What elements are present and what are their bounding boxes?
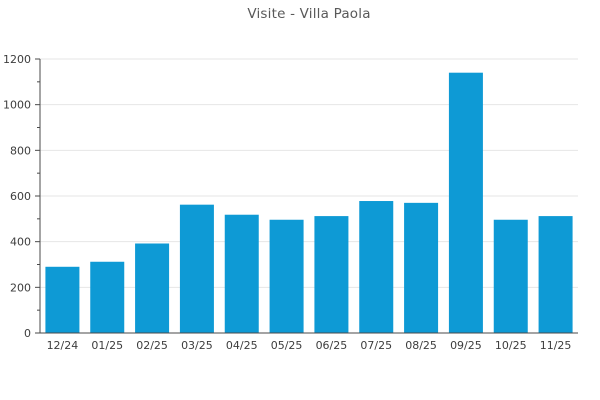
x-tick-label: 01/25 bbox=[91, 339, 123, 352]
y-tick-label: 200 bbox=[10, 281, 31, 294]
x-tick-label: 04/25 bbox=[226, 339, 258, 352]
bar bbox=[90, 261, 125, 333]
y-tick-label: 0 bbox=[24, 327, 31, 340]
bar bbox=[448, 72, 483, 333]
bar bbox=[135, 243, 170, 333]
y-tick-label: 800 bbox=[10, 144, 31, 157]
bar bbox=[314, 216, 349, 333]
y-tick-label: 1000 bbox=[3, 99, 31, 112]
bar bbox=[359, 201, 394, 333]
chart-title: Visite - Villa Paola bbox=[247, 6, 371, 22]
x-tick-label: 05/25 bbox=[271, 339, 303, 352]
x-tick-label: 03/25 bbox=[181, 339, 213, 352]
bar bbox=[538, 216, 573, 333]
x-tick-label: 11/25 bbox=[540, 339, 572, 352]
bar bbox=[179, 204, 214, 333]
x-tick-label: 10/25 bbox=[495, 339, 527, 352]
x-tick-label: 12/24 bbox=[47, 339, 79, 352]
x-tick-label: 07/25 bbox=[360, 339, 392, 352]
y-tick-label: 600 bbox=[10, 190, 31, 203]
bar bbox=[404, 202, 439, 333]
y-tick-label: 1200 bbox=[3, 53, 31, 66]
bar bbox=[45, 266, 80, 333]
x-tick-label: 09/25 bbox=[450, 339, 482, 352]
y-tick-label: 400 bbox=[10, 236, 31, 249]
bar bbox=[224, 214, 259, 333]
bar bbox=[269, 219, 304, 333]
x-tick-label: 02/25 bbox=[136, 339, 168, 352]
x-tick-label: 08/25 bbox=[405, 339, 437, 352]
x-tick-label: 06/25 bbox=[316, 339, 348, 352]
bar bbox=[493, 219, 528, 333]
